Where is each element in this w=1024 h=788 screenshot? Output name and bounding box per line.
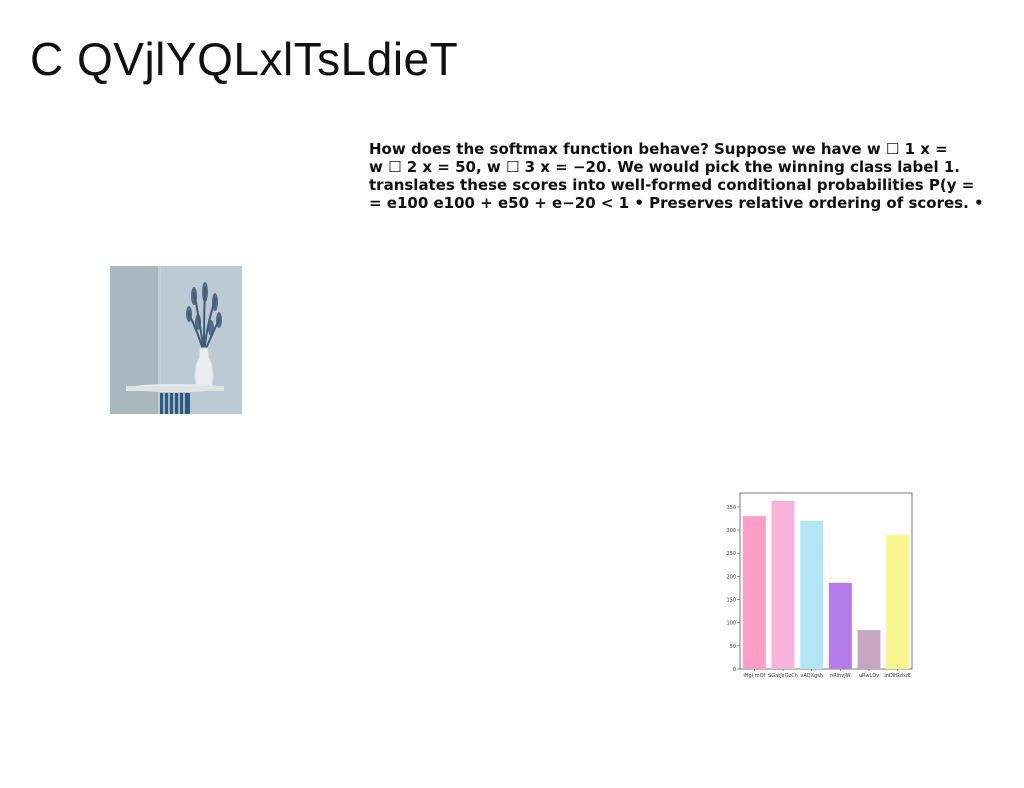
bar [857, 630, 881, 669]
y-tick-label: 150 [726, 598, 736, 604]
plot-frame [739, 492, 913, 670]
vase-photo [110, 266, 242, 414]
x-tick-label: iHgl mQf [743, 673, 765, 679]
shelf-edge [126, 386, 224, 391]
pedestal-stripes [163, 393, 185, 414]
x-tick-label: SGatJxOzCh [768, 673, 798, 679]
y-tick-label: 0 [733, 667, 736, 673]
bar-chart-svg: 0 50 100 150 200 250 300 350 iHgl mQf SGatJxOzCh v… [726, 492, 913, 679]
x-tick-label: vAQXgsh [800, 673, 823, 679]
plant-leaves [186, 282, 222, 336]
y-tick-label: 200 [726, 574, 736, 580]
text-line-3: translates these scores into well-formed… [369, 176, 975, 194]
y-tick-label: 100 [726, 621, 736, 627]
text-line-1: How does the softmax function behave? Su… [369, 140, 948, 158]
bar [742, 516, 766, 669]
y-tick-label: 250 [726, 551, 736, 557]
bar [771, 500, 795, 669]
x-tick-label: nRihvJW [830, 673, 851, 679]
y-tick-label: 300 [726, 528, 736, 534]
y-tick-label: 50 [730, 644, 736, 650]
text-line-4: = e100 e100 + e50 + e−20 < 1 • Preserves… [369, 194, 984, 212]
bar-chart: 0 50 100 150 200 250 300 350 iHgl mQf SGatJxOzCh v… [720, 488, 920, 688]
bar [800, 520, 824, 669]
vase-with-dried-plant-photo-icon [110, 266, 242, 414]
x-tick-label: lnDllGzhzE [884, 673, 911, 679]
x-tick-label: uRwLDv [859, 673, 879, 679]
y-tick-label: 350 [726, 505, 736, 511]
softmax-text-block: How does the softmax function behave? Su… [369, 140, 1024, 212]
text-line-2: w ☐ 2 x = 50, w ☐ 3 x = −20. We would pi… [369, 158, 960, 176]
wall-corner [158, 266, 161, 414]
bar [886, 535, 910, 669]
slide-title: C QVjlYQLxlTsLdieT [30, 33, 459, 85]
wall-left [110, 266, 160, 414]
bar [828, 582, 852, 669]
